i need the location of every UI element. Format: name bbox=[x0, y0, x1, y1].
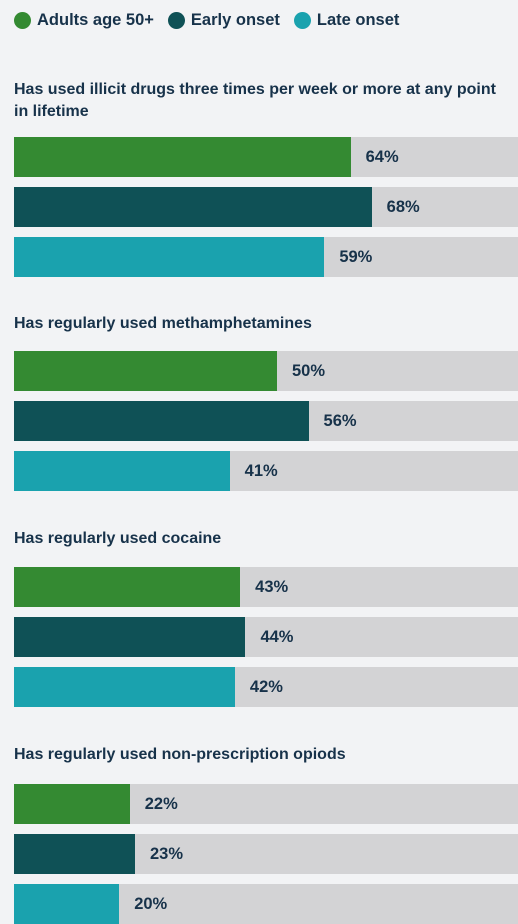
section-title-2: Has regularly used methamphetamines bbox=[14, 315, 312, 332]
bar-value-label-late-4: 20% bbox=[134, 895, 168, 913]
bar-value-label-early-4: 23% bbox=[149, 845, 183, 863]
bar-value-label-adults-1: 64% bbox=[365, 148, 399, 166]
section-title-3: Has regularly used cocaine bbox=[14, 530, 222, 547]
legend-label-early: Early onset bbox=[190, 11, 280, 29]
bar-track-adults-2: 50% bbox=[14, 351, 518, 391]
bar-track-early-3: 44% bbox=[14, 617, 518, 657]
bar-adults-2 bbox=[14, 351, 277, 391]
legend-dot-adults-icon bbox=[14, 12, 31, 29]
bar-late-3 bbox=[14, 667, 235, 707]
bar-value-label-late-3: 42% bbox=[249, 678, 283, 696]
bar-adults-4 bbox=[14, 784, 130, 824]
section-title-1: Has used illicit drugs three times per w… bbox=[14, 81, 496, 120]
bar-early-2 bbox=[14, 401, 309, 441]
legend-label-adults: Adults age 50+ bbox=[37, 11, 154, 29]
bar-track-early-1: 68% bbox=[14, 187, 518, 227]
bar-track-early-4: 23% bbox=[14, 834, 518, 874]
bar-track-late-3: 42% bbox=[14, 667, 518, 707]
legend-item-early: Early onset bbox=[167, 11, 280, 30]
bar-track-early-2: 56% bbox=[14, 401, 518, 441]
bar-track-late-1: 59% bbox=[14, 237, 518, 277]
bar-value-label-late-2: 41% bbox=[244, 462, 278, 480]
bar-track-adults-4: 22% bbox=[14, 784, 518, 824]
bar-value-label-adults-3: 43% bbox=[255, 578, 289, 596]
bar-early-3 bbox=[14, 617, 246, 657]
bar-track-adults-3: 43% bbox=[14, 567, 518, 607]
legend-item-adults: Adults age 50+ bbox=[14, 11, 154, 30]
bar-value-label-adults-4: 22% bbox=[144, 795, 178, 813]
bar-early-4 bbox=[14, 834, 135, 874]
bar-late-1 bbox=[14, 237, 325, 277]
bar-adults-1 bbox=[14, 137, 351, 177]
legend-dot-early-icon bbox=[167, 12, 185, 29]
bar-late-4 bbox=[14, 884, 120, 924]
bar-value-label-early-1: 68% bbox=[386, 198, 420, 216]
section-title-4: Has regularly used non-prescription opio… bbox=[14, 746, 346, 763]
bar-track-adults-1: 64% bbox=[14, 137, 518, 177]
bar-track-late-2: 41% bbox=[14, 451, 518, 491]
bar-track-late-4: 20% bbox=[14, 884, 518, 924]
bar-late-2 bbox=[14, 451, 230, 491]
bar-value-label-early-3: 44% bbox=[260, 628, 294, 646]
legend-label-late: Late onset bbox=[316, 11, 400, 29]
legend-item-late: Late onset bbox=[293, 11, 400, 30]
legend: Adults age 50+ Early onset Late onset bbox=[14, 11, 399, 30]
legend-dot-late-icon bbox=[293, 12, 311, 29]
bar-value-label-adults-2: 50% bbox=[292, 362, 326, 380]
bar-early-1 bbox=[14, 187, 372, 227]
bar-value-label-early-2: 56% bbox=[323, 412, 357, 430]
bar-adults-3 bbox=[14, 567, 241, 607]
bar-value-label-late-1: 59% bbox=[339, 248, 373, 266]
